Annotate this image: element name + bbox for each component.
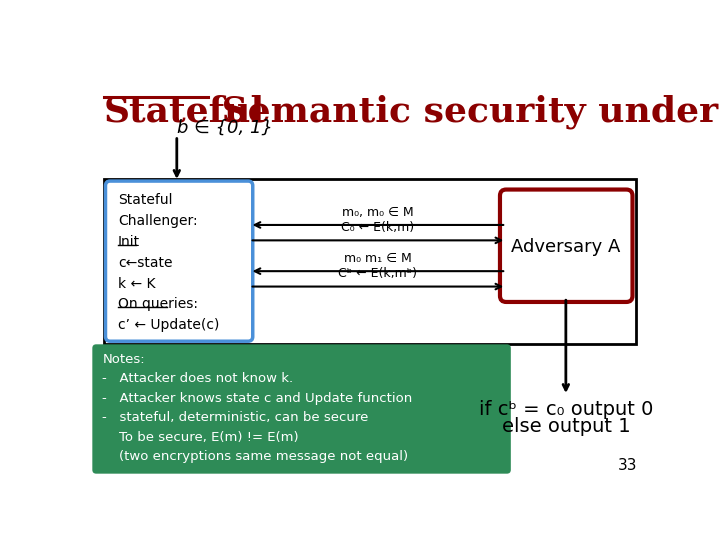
Text: c←state: c←state <box>118 256 172 270</box>
Text: Init: Init <box>118 235 140 249</box>
Text: else output 1: else output 1 <box>502 417 630 436</box>
Text: k ← K: k ← K <box>118 276 156 291</box>
Text: On queries:: On queries: <box>118 298 198 312</box>
Text: b ∈ {0, 1}: b ∈ {0, 1} <box>177 119 273 137</box>
Text: Challenger:: Challenger: <box>118 214 197 228</box>
Text: Notes:
-   Attacker does not know k.
-   Attacker knows state c and Update funct: Notes: - Attacker does not know k. - Att… <box>102 353 413 463</box>
Text: Adversary A: Adversary A <box>511 238 621 256</box>
Text: c’ ← Update(c): c’ ← Update(c) <box>118 318 220 332</box>
Text: Stateful: Stateful <box>118 193 172 207</box>
FancyBboxPatch shape <box>106 181 253 341</box>
Text: 33: 33 <box>618 458 637 473</box>
Text: m₀, m₀ ∈ M: m₀, m₀ ∈ M <box>342 206 413 219</box>
Text: C₀ ← E(k,m): C₀ ← E(k,m) <box>341 221 414 234</box>
Text: m₀ m₁ ∈ M: m₀ m₁ ∈ M <box>343 252 411 265</box>
FancyBboxPatch shape <box>500 190 632 302</box>
Text: Semantic security under CPA: Semantic security under CPA <box>210 94 720 129</box>
FancyBboxPatch shape <box>104 179 636 345</box>
FancyBboxPatch shape <box>92 345 510 474</box>
Text: Cᵇ ← E(k,mᵇ): Cᵇ ← E(k,mᵇ) <box>338 267 417 280</box>
Text: Stateful: Stateful <box>104 94 265 128</box>
Text: if cᵇ = c₀ output 0: if cᵇ = c₀ output 0 <box>479 400 653 419</box>
